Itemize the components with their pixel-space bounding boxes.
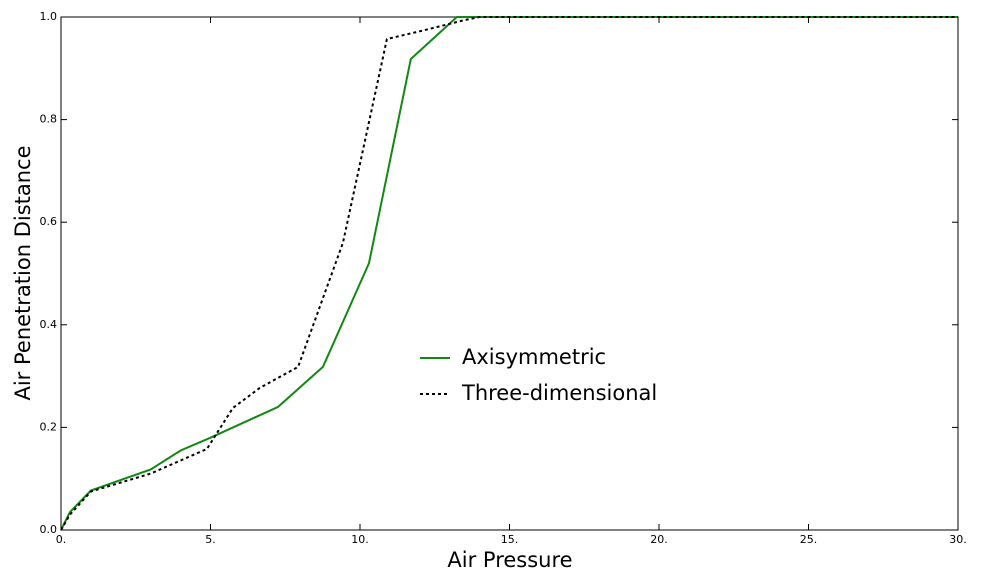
- legend-label: Axisymmetric: [462, 345, 606, 369]
- legend-label: Three-dimensional: [461, 381, 657, 405]
- x-axis-title: Air Pressure: [447, 548, 572, 572]
- plot-frame: [60, 16, 959, 531]
- x-tick-label: 0.: [56, 533, 67, 546]
- x-tick-label: 25.: [800, 533, 818, 546]
- series-line: [60, 16, 958, 531]
- y-tick-label: 0.4: [40, 318, 58, 331]
- y-tick-label: 0.0: [40, 523, 58, 536]
- y-axis-title: Air Penetration Distance: [11, 145, 35, 400]
- x-tick-label: 20.: [650, 533, 668, 546]
- y-tick-label: 0.6: [40, 215, 58, 228]
- y-tick-label: 0.2: [40, 420, 58, 433]
- series-line: [60, 16, 958, 531]
- x-tick-label: 15.: [501, 533, 519, 546]
- y-tick-label: 1.0: [40, 10, 58, 23]
- x-tick-label: 30.: [949, 533, 967, 546]
- x-tick-label: 5.: [205, 533, 216, 546]
- y-tick-label: 0.8: [40, 113, 58, 126]
- x-tick-label: 10.: [351, 533, 369, 546]
